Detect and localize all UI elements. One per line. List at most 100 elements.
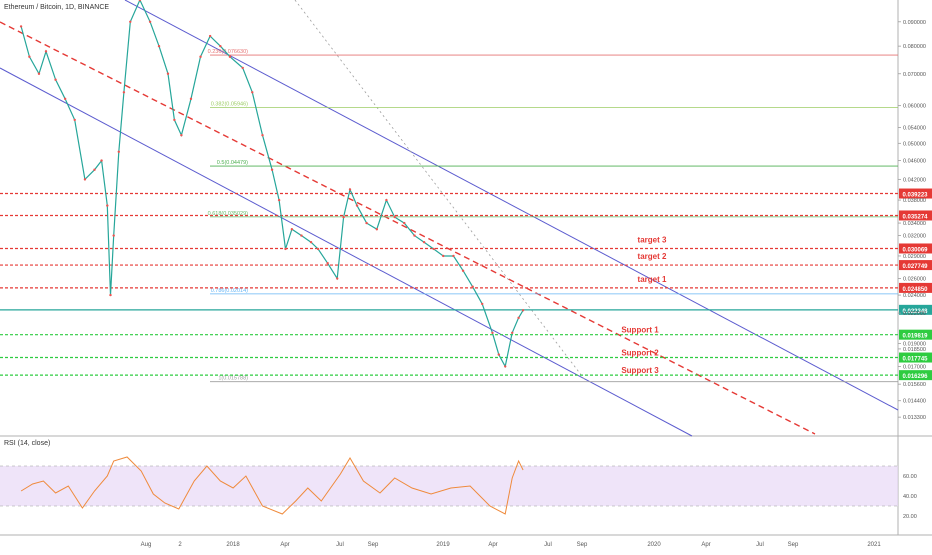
price-tick-label-8: 0.038000 xyxy=(903,198,926,204)
level-label-3: target 2 xyxy=(638,252,667,261)
time-axis-label-5: Sep xyxy=(368,542,379,548)
price-point-38 xyxy=(336,277,339,280)
rsi-tick-label-1: 40.00 xyxy=(903,494,917,500)
time-axis-label-13: Sep xyxy=(788,542,799,548)
price-point-50 xyxy=(442,254,445,258)
level-label-8: Support 3 xyxy=(621,366,659,375)
price-point-18 xyxy=(157,44,161,48)
price-point-44 xyxy=(385,198,388,202)
price-point-16 xyxy=(138,0,142,2)
time-axis-label-12: Jul xyxy=(756,542,764,548)
rsi-series-line xyxy=(20,456,524,515)
price-point-54 xyxy=(481,302,484,306)
level-tag-4 xyxy=(899,282,932,293)
price-point-1 xyxy=(28,55,31,58)
price-point-12 xyxy=(112,234,115,237)
price-point-14 xyxy=(122,91,126,94)
price-point-22 xyxy=(189,97,193,101)
fib-label-4: 0.786(0.02014) xyxy=(211,288,248,294)
price-point-34 xyxy=(300,234,303,237)
level-tag-6 xyxy=(899,329,932,340)
level-tag-3 xyxy=(899,260,932,271)
level-label-7: Support 2 xyxy=(621,349,659,358)
price-point-59 xyxy=(517,316,520,320)
price-point-17 xyxy=(148,20,152,23)
price-point-11 xyxy=(109,293,112,297)
price-point-21 xyxy=(180,134,183,137)
price-tick-label-1: 0.080000 xyxy=(903,44,926,50)
price-point-24 xyxy=(208,34,212,38)
price-point-6 xyxy=(73,118,76,122)
price-point-19 xyxy=(166,72,170,75)
fib-label-3: 0.618(0.035029) xyxy=(208,211,249,217)
price-point-3 xyxy=(44,50,48,53)
price-point-5 xyxy=(63,97,67,101)
price-point-35 xyxy=(309,240,313,244)
price-point-30 xyxy=(270,168,274,171)
price-point-42 xyxy=(365,221,368,225)
fib-label-1: 0.382(0.05946) xyxy=(211,101,248,107)
time-axis-label-0: Aug xyxy=(141,542,152,548)
time-axis-label-11: Apr xyxy=(701,542,710,548)
time-axis-label-7: Apr xyxy=(488,542,497,548)
price-point-7 xyxy=(83,178,87,181)
price-tick-label-2: 0.070000 xyxy=(903,72,926,78)
price-point-10 xyxy=(106,204,109,207)
fib-label-2: 0.5(0.04479) xyxy=(217,160,248,166)
rsi-title: RSI (14, close) xyxy=(4,440,51,447)
price-point-33 xyxy=(290,228,294,231)
price-point-56 xyxy=(497,353,501,356)
level-tag-text-2: 0.030069 xyxy=(902,247,928,253)
price-point-52 xyxy=(461,269,465,272)
price-point-37 xyxy=(326,262,329,265)
time-axis-label-6: 2019 xyxy=(436,542,450,548)
price-point-28 xyxy=(251,91,254,94)
price-point-23 xyxy=(199,55,202,58)
price-point-43 xyxy=(375,228,379,231)
price-point-41 xyxy=(355,204,359,207)
price-point-29 xyxy=(261,134,264,137)
price-point-60 xyxy=(521,309,525,312)
price-tick-label-5: 0.050000 xyxy=(903,141,926,147)
time-axis-label-2: 2018 xyxy=(226,542,240,548)
price-point-40 xyxy=(348,188,352,191)
channel-mid-line xyxy=(0,21,816,435)
level-tag-5 xyxy=(899,304,932,315)
price-point-48 xyxy=(422,240,426,244)
price-tick-label-3: 0.060000 xyxy=(903,104,926,110)
rsi-band xyxy=(0,466,898,506)
level-tag-text-4: 0.024850 xyxy=(902,287,928,293)
time-axis-label-14: 2021 xyxy=(867,542,881,548)
level-tag-7 xyxy=(899,352,932,363)
level-tag-text-3: 0.027749 xyxy=(902,264,928,270)
level-tag-text-0: 0.039223 xyxy=(902,193,928,199)
price-tick-label-13: 0.024000 xyxy=(903,293,926,299)
price-tick-label-4: 0.054000 xyxy=(903,125,926,131)
price-tick-label-0: 0.090000 xyxy=(903,20,926,26)
price-tick-label-6: 0.046000 xyxy=(903,159,926,165)
time-axis-label-9: Sep xyxy=(577,542,588,548)
price-point-8 xyxy=(93,168,96,171)
price-point-0 xyxy=(19,25,23,28)
price-point-26 xyxy=(228,55,232,58)
price-point-47 xyxy=(413,234,416,237)
price-point-25 xyxy=(219,44,222,48)
price-point-9 xyxy=(100,159,103,162)
fib-label-5: 1(0.015788) xyxy=(218,376,248,382)
price-point-20 xyxy=(173,118,176,122)
level-tag-0 xyxy=(899,188,932,199)
time-axis-label-1: 2 xyxy=(178,542,182,548)
time-axis-label-4: Jul xyxy=(336,542,344,548)
price-point-51 xyxy=(452,254,455,258)
price-point-13 xyxy=(117,150,120,153)
chart-title: Ethereum / Bitcoin, 1D, BINANCE xyxy=(4,4,110,11)
level-tag-2 xyxy=(899,243,932,254)
price-point-49 xyxy=(432,247,435,251)
price-tick-label-16: 0.018500 xyxy=(903,347,926,353)
price-point-58 xyxy=(511,331,514,334)
price-point-36 xyxy=(316,247,320,251)
price-point-2 xyxy=(37,72,41,75)
price-point-32 xyxy=(284,247,287,251)
